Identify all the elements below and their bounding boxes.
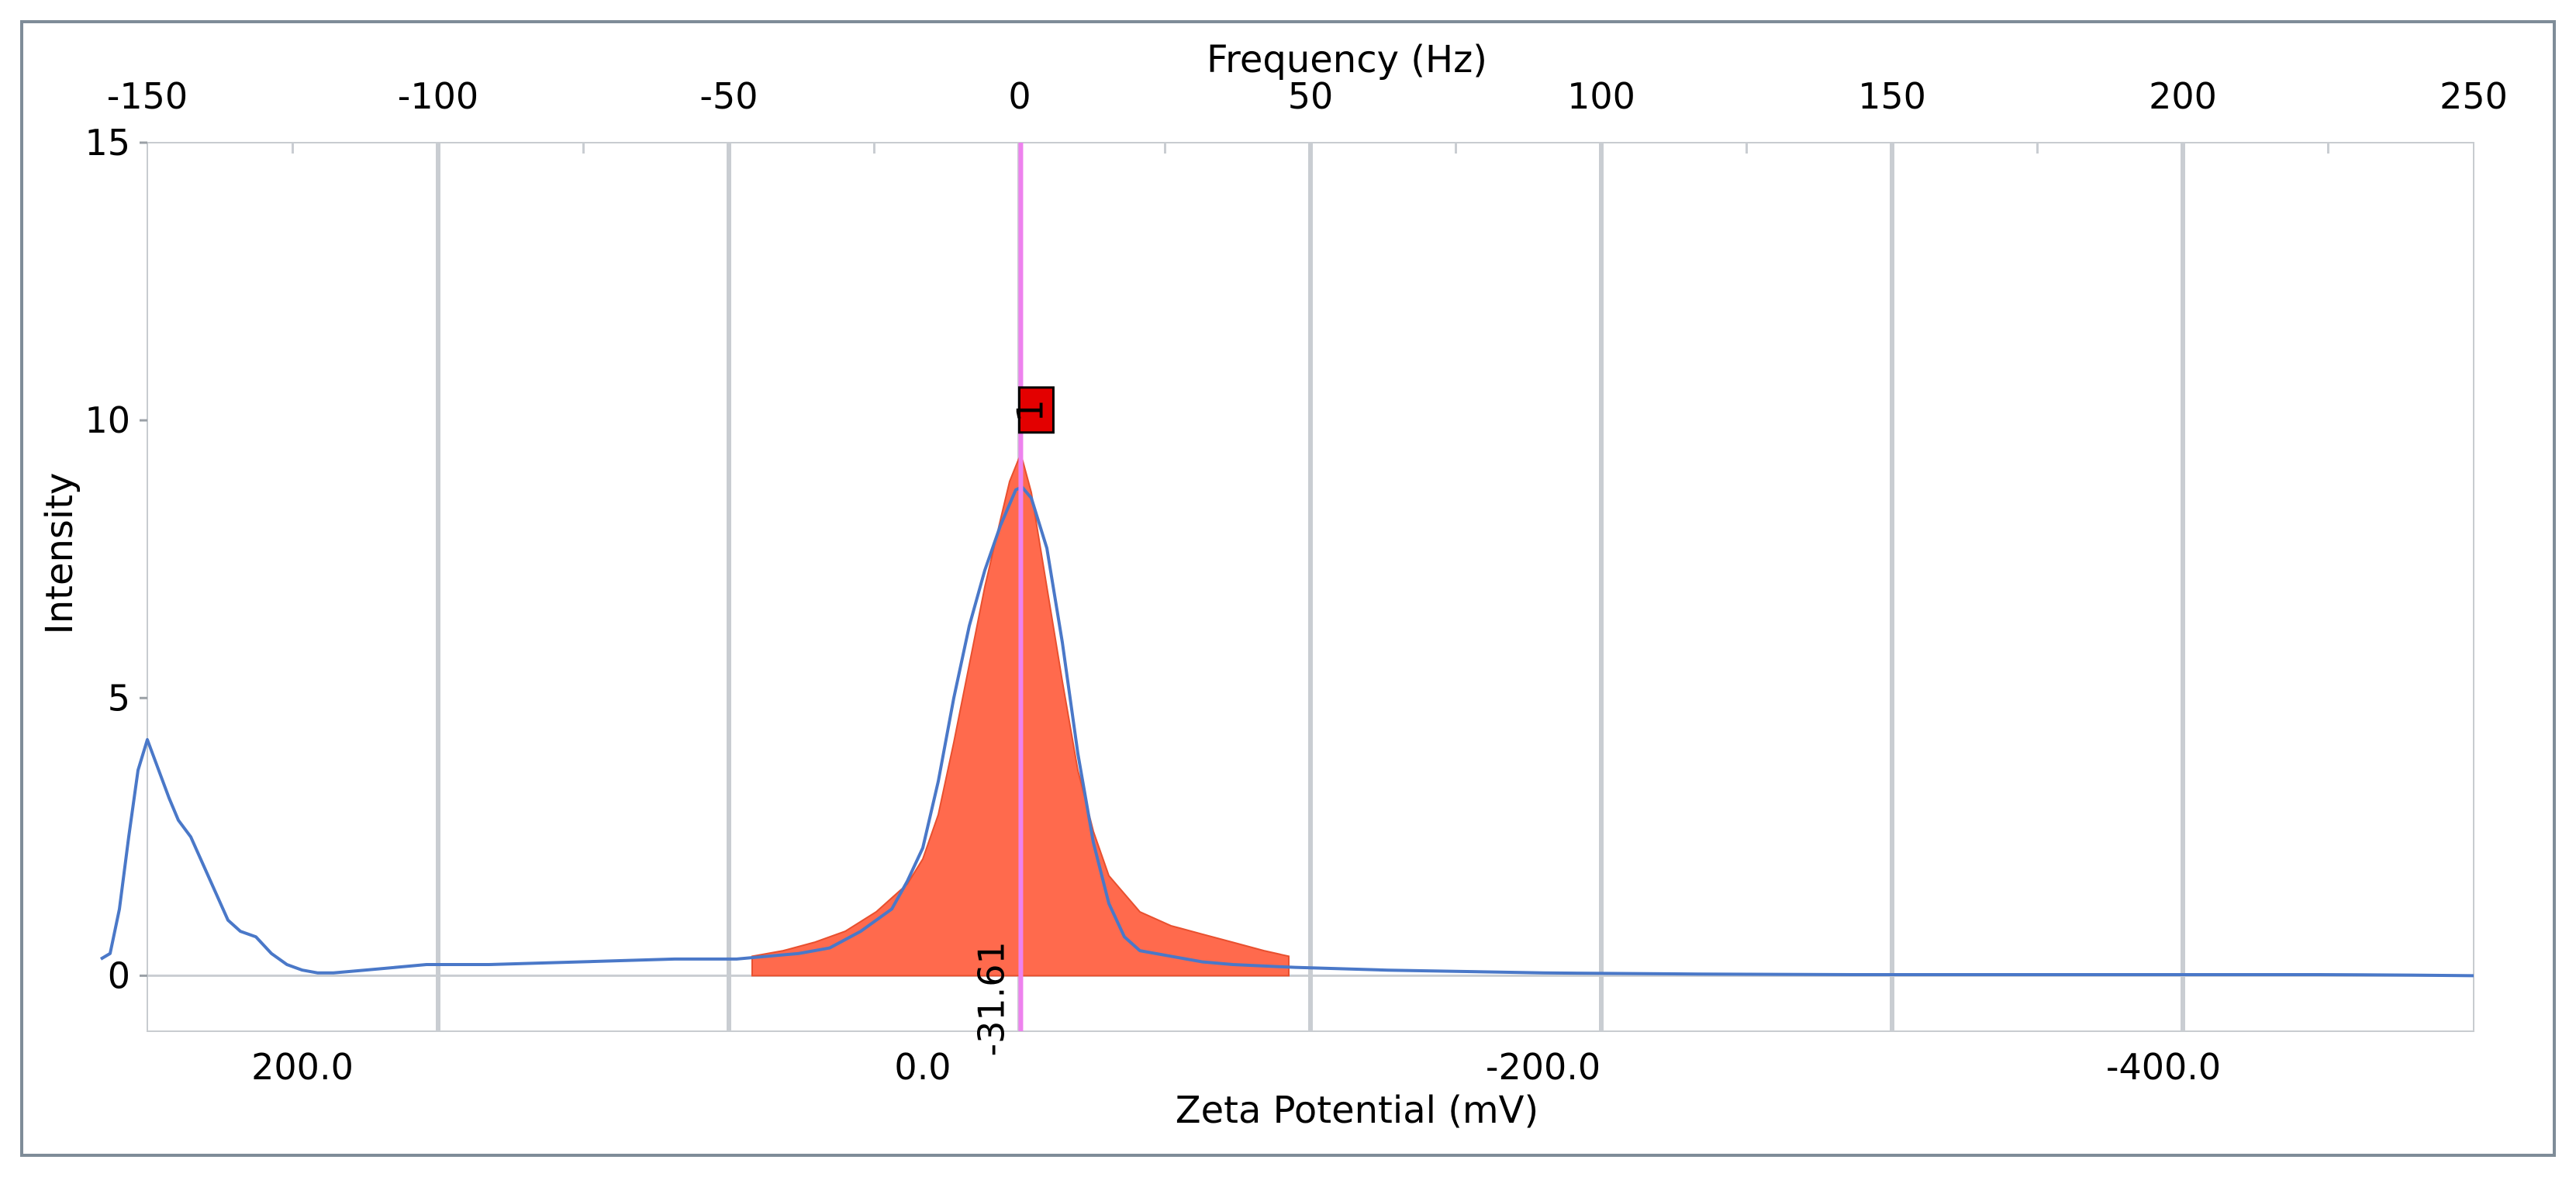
y-tick-label: 15 xyxy=(85,122,130,164)
x-tick-label: 0.0 xyxy=(894,1046,951,1088)
x-tick-label: -200.0 xyxy=(1486,1046,1601,1088)
intensity-line xyxy=(99,485,2474,978)
x2-tick-label: -50 xyxy=(699,75,758,117)
x2-tick-label: 100 xyxy=(1567,75,1635,117)
peak-label: 1 xyxy=(1009,399,1051,422)
x2-axis-title: Frequency (Hz) xyxy=(1207,38,1487,81)
x2-tick-label: 150 xyxy=(1858,75,1926,117)
mean-marker-label: -31.61 xyxy=(970,941,1012,1056)
x-tick-label: 200.0 xyxy=(251,1046,354,1088)
x2-tick-label: -150 xyxy=(107,75,188,117)
y-tick-label: 5 xyxy=(108,677,130,719)
x2-tick-label: -100 xyxy=(398,75,478,117)
x2-tick-label: 200 xyxy=(2149,75,2217,117)
x2-tick-label: 50 xyxy=(1288,75,1334,117)
x-axis-title: Zeta Potential (mV) xyxy=(1176,1089,1539,1132)
y-tick-label: 10 xyxy=(85,399,130,441)
axes-layer: 0 5 10 15 -150 -100 -50 0 50 100 150 200 250 200.0 0.0… xyxy=(85,75,2507,1088)
x2-tick-label: 250 xyxy=(2440,75,2508,117)
y-axis-title: Intensity xyxy=(38,473,81,635)
x2-tick-label: 0 xyxy=(1008,75,1031,117)
y-tick-label: 0 xyxy=(108,954,130,996)
peak-label-box xyxy=(1017,386,1055,434)
x-tick-label: -400.0 xyxy=(2106,1046,2221,1088)
series-layer: -31.61 1 xyxy=(99,143,2474,1057)
